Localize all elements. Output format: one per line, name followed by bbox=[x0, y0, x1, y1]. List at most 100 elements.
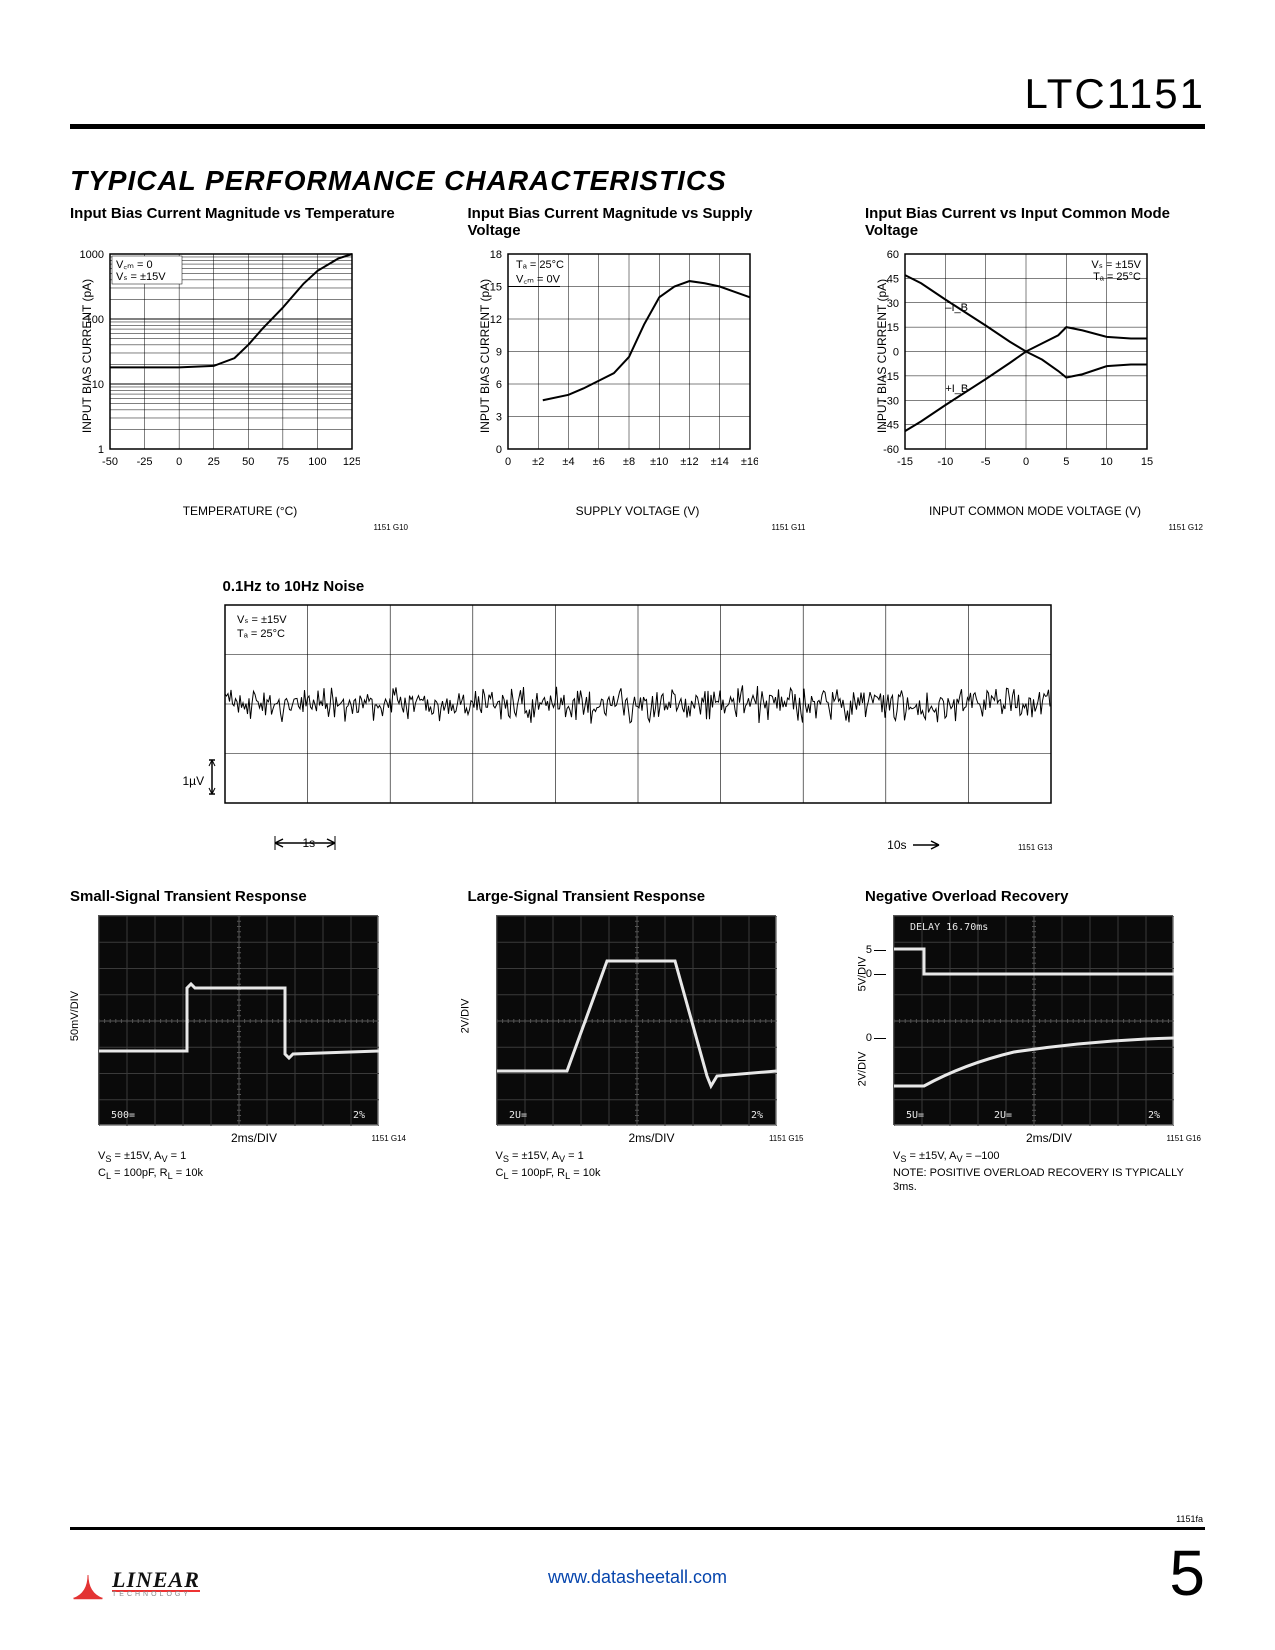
svg-text:±8: ±8 bbox=[622, 456, 634, 468]
chart2-ylabel: INPUT BIAS CURRENT (pA) bbox=[478, 279, 492, 433]
footer-rule bbox=[70, 1527, 1205, 1530]
scope1-conditions: VS = ±15V, AV = 1CL = 100pF, RL = 10k bbox=[98, 1149, 410, 1182]
svg-text:Vₛ = ±15V: Vₛ = ±15V bbox=[116, 271, 166, 283]
svg-text:V꜀ₘ = 0V: V꜀ₘ = 0V bbox=[516, 274, 561, 286]
svg-text:6: 6 bbox=[495, 379, 501, 391]
svg-text:-5: -5 bbox=[981, 456, 991, 468]
scope2-conditions: VS = ±15V, AV = 1CL = 100pF, RL = 10k bbox=[496, 1149, 808, 1182]
svg-text:DELAY 16.70ms: DELAY 16.70ms bbox=[910, 922, 988, 933]
svg-text:+I_B: +I_B bbox=[945, 383, 968, 395]
svg-text:0: 0 bbox=[504, 456, 510, 468]
chart-bias-vs-cmv: Input Bias Current vs Input Common Mode … bbox=[865, 205, 1205, 518]
chart2-figno: 1151 G11 bbox=[772, 523, 806, 532]
svg-text:±16: ±16 bbox=[740, 456, 757, 468]
chart1-title: Input Bias Current Magnitude vs Temperat… bbox=[70, 205, 410, 241]
scope3-figno: 1151 G16 bbox=[1166, 1134, 1201, 1143]
svg-text:-60: -60 bbox=[883, 444, 899, 456]
svg-text:2U=: 2U= bbox=[509, 1110, 527, 1121]
svg-text:±2: ±2 bbox=[532, 456, 544, 468]
noise-svg: Vₛ = ±15V Tₐ = 25°C bbox=[223, 603, 1053, 823]
svg-text:60: 60 bbox=[887, 249, 899, 261]
scope3-conditions: VS = ±15V, AV = –100NOTE: POSITIVE OVERL… bbox=[893, 1149, 1205, 1195]
svg-text:15: 15 bbox=[1141, 456, 1153, 468]
noise-title: 0.1Hz to 10Hz Noise bbox=[223, 578, 1053, 595]
section-title: TYPICAL PERFORMANCE CHARACTERISTICS bbox=[70, 165, 1205, 197]
svg-text:-10: -10 bbox=[937, 456, 953, 468]
noise-10s-marker: 10s bbox=[887, 838, 942, 852]
svg-text:0: 0 bbox=[495, 444, 501, 456]
svg-text:5U=: 5U= bbox=[906, 1110, 924, 1121]
svg-text:2%: 2% bbox=[1148, 1110, 1160, 1121]
chart3-svg: -60-45-30-15015304560-15-10-5051015–I_B+… bbox=[865, 249, 1155, 479]
scope-small-signal: Small-Signal Transient Response 50mV/DIV… bbox=[70, 888, 410, 1195]
footer-link[interactable]: www.datasheetall.com bbox=[548, 1567, 727, 1588]
svg-text:±14: ±14 bbox=[710, 456, 728, 468]
scope3-yaxis-bottom: 2V/DIV bbox=[856, 1051, 868, 1086]
company-logo: LINEAR TECHNOLOGY bbox=[70, 1566, 200, 1602]
scope3-xaxis: 2ms/DIV bbox=[893, 1131, 1205, 1145]
scope-overload-recovery: Negative Overload Recovery 5V/DIV 2V/DIV… bbox=[865, 888, 1205, 1195]
scope2-xaxis: 2ms/DIV bbox=[496, 1131, 808, 1145]
svg-text:2%: 2% bbox=[353, 1110, 365, 1121]
logo-text-main: LINEAR bbox=[112, 1570, 200, 1592]
chart-bias-vs-supply: Input Bias Current Magnitude vs Supply V… bbox=[468, 205, 808, 518]
svg-text:±12: ±12 bbox=[680, 456, 698, 468]
chart-bias-vs-temperature: Input Bias Current Magnitude vs Temperat… bbox=[70, 205, 410, 518]
chart1-figno: 1151 G10 bbox=[373, 523, 408, 532]
logo-text-sub: TECHNOLOGY bbox=[112, 1592, 200, 1598]
noise-row: 0.1Hz to 10Hz Noise Vₛ = ±15V Tₐ = 25°C 1… bbox=[70, 578, 1205, 828]
svg-text:0: 0 bbox=[893, 347, 899, 359]
scope1-figno: 1151 G14 bbox=[371, 1134, 406, 1143]
svg-text:2U=: 2U= bbox=[994, 1110, 1012, 1121]
svg-text:75: 75 bbox=[277, 456, 289, 468]
chart2-title: Input Bias Current Magnitude vs Supply V… bbox=[468, 205, 808, 241]
svg-text:0: 0 bbox=[176, 456, 182, 468]
chart2-xlabel: SUPPLY VOLTAGE (V) bbox=[468, 504, 808, 518]
svg-text:18: 18 bbox=[489, 249, 501, 261]
chart3-ylabel: INPUT BIAS CURRENT (pA) bbox=[875, 279, 889, 433]
chart2-svg: 03691215180±2±4±6±8±10±12±14±16Tₐ = 25°C… bbox=[468, 249, 758, 479]
svg-text:0: 0 bbox=[1023, 456, 1029, 468]
svg-text:±6: ±6 bbox=[592, 456, 604, 468]
svg-text:±10: ±10 bbox=[650, 456, 668, 468]
noise-figno: 1151 G13 bbox=[1018, 843, 1053, 852]
svg-text:9: 9 bbox=[495, 347, 501, 359]
svg-text:Tₐ = 25°C: Tₐ = 25°C bbox=[237, 628, 285, 640]
part-number: LTC1151 bbox=[70, 70, 1205, 118]
scope-large-signal: Large-Signal Transient Response 2V/DIV 2… bbox=[468, 888, 808, 1195]
noise-chart: 0.1Hz to 10Hz Noise Vₛ = ±15VTₐ = 25°C 1… bbox=[223, 578, 1053, 828]
chart3-xlabel: INPUT COMMON MODE VOLTAGE (V) bbox=[865, 504, 1205, 518]
svg-text:500=: 500= bbox=[111, 1110, 135, 1121]
header-rule bbox=[70, 124, 1205, 129]
svg-text:V꜀ₘ = 0: V꜀ₘ = 0 bbox=[116, 259, 153, 271]
scope3-screen: DELAY 16.70ms5U=2U=2% 5 0 0 bbox=[893, 915, 1173, 1125]
svg-text:3: 3 bbox=[495, 412, 501, 424]
svg-text:50: 50 bbox=[242, 456, 254, 468]
svg-text:25: 25 bbox=[208, 456, 220, 468]
svg-text:Tₐ = 25°C: Tₐ = 25°C bbox=[1093, 271, 1141, 283]
chart1-svg: 1101001000-50-250255075100125V꜀ₘ = 0Vₛ =… bbox=[70, 249, 360, 479]
footer-code: 1151fa bbox=[1176, 1514, 1203, 1524]
svg-text:-15: -15 bbox=[897, 456, 913, 468]
svg-text:10: 10 bbox=[1101, 456, 1113, 468]
chart1-ylabel: INPUT BIAS CURRENT (pA) bbox=[80, 279, 94, 433]
scope1-yaxis: 50mV/DIV bbox=[69, 991, 81, 1041]
scope-row: Small-Signal Transient Response 50mV/DIV… bbox=[70, 888, 1205, 1195]
noise-1s-marker: 1s bbox=[273, 834, 316, 852]
svg-text:2%: 2% bbox=[751, 1110, 763, 1121]
svg-text:-50: -50 bbox=[102, 456, 118, 468]
scope2-title: Large-Signal Transient Response bbox=[468, 888, 808, 905]
svg-text:5: 5 bbox=[1063, 456, 1069, 468]
charts-row-1: Input Bias Current Magnitude vs Temperat… bbox=[70, 205, 1205, 518]
svg-text:1000: 1000 bbox=[80, 249, 104, 261]
svg-text:125: 125 bbox=[343, 456, 360, 468]
svg-text:1: 1 bbox=[98, 444, 104, 456]
noise-scale: 1µV bbox=[183, 774, 205, 788]
scope1-xaxis: 2ms/DIV bbox=[98, 1131, 410, 1145]
svg-text:Tₐ = 25°C: Tₐ = 25°C bbox=[516, 259, 564, 271]
svg-text:-25: -25 bbox=[137, 456, 153, 468]
scope1-screen: 500= 2% bbox=[98, 915, 378, 1125]
svg-text:Vₛ = ±15V: Vₛ = ±15V bbox=[237, 614, 287, 626]
chart3-figno: 1151 G12 bbox=[1168, 523, 1203, 532]
page-number: 5 bbox=[1169, 1536, 1205, 1610]
